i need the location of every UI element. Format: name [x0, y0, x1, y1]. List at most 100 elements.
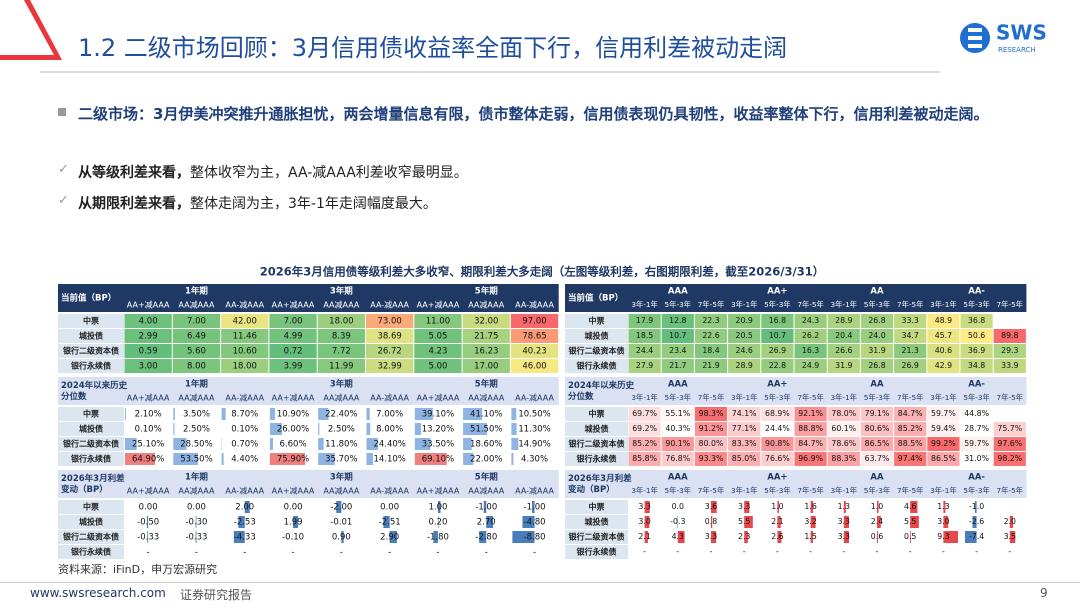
cell-value: - — [909, 547, 912, 556]
cell-bg — [462, 314, 510, 328]
cell-value: - — [809, 547, 812, 556]
cell-value: 42.9 — [935, 361, 952, 370]
cell-bg — [827, 437, 860, 451]
cell-value: 16.23 — [474, 347, 498, 357]
cell-bg — [628, 359, 661, 373]
sub-header: AA减AAA — [178, 393, 215, 403]
section-label: 2024年以来历史 — [568, 380, 635, 391]
cell-value: 4.99 — [284, 332, 303, 342]
cell-value: 8.00% — [376, 425, 403, 435]
group-header: 3年期 — [330, 286, 353, 297]
cell-value: 11.46 — [233, 332, 257, 342]
cell-value: 0.6 — [871, 532, 883, 541]
cell-value: 42.00 — [233, 317, 257, 327]
cell-bg — [927, 422, 960, 436]
row-label-bg — [565, 344, 628, 358]
logo-sub: RESEARCH — [998, 46, 1036, 54]
check-icon: ✓ — [58, 193, 69, 208]
accent-inner — [0, 0, 54, 55]
row-label: 城投债 — [585, 331, 609, 341]
data-bar — [437, 501, 441, 513]
cell-value: 3.0 — [638, 517, 650, 526]
cell-bg — [827, 407, 860, 421]
row-label-bg — [565, 452, 628, 466]
cell-value: 88.8% — [798, 424, 823, 433]
cell-value: 4.00 — [139, 317, 158, 327]
cell-value: 23.4 — [669, 346, 686, 355]
cell-bg — [894, 437, 927, 451]
data-bar — [293, 516, 299, 528]
cell-value: 3.3 — [738, 502, 750, 511]
cell-value: 28.9 — [736, 361, 753, 370]
cell-value: 5.5 — [738, 517, 750, 526]
cell-value: 36.8 — [968, 316, 985, 325]
cell-value: - — [975, 547, 978, 556]
cell-bg — [462, 344, 510, 358]
sub-header: 7年-5年 — [997, 300, 1024, 309]
cell-value: -0.33 — [137, 533, 159, 543]
data-bar — [486, 516, 494, 528]
slide-title: 1.2 二级市场回顾：3月信用债收益率全面下行，信用利差被动走阔 — [78, 34, 788, 62]
cell-value: 83.3% — [732, 439, 757, 448]
row-label-bg — [58, 500, 124, 514]
cell-value: - — [340, 548, 343, 558]
cell-value: 97.4% — [898, 454, 923, 463]
data-bar — [843, 531, 849, 543]
cell-value: 68.9% — [765, 409, 790, 418]
cell-value: 20.4 — [835, 331, 852, 340]
cell-value: 5.00 — [428, 362, 447, 372]
group-header: AA — [870, 473, 884, 483]
cell-bg — [761, 545, 794, 559]
cell-bg — [221, 329, 269, 343]
logo-stripe — [968, 44, 982, 48]
cell-bg — [172, 422, 221, 436]
data-bar — [414, 453, 447, 465]
data-bar — [366, 453, 374, 465]
row-label: 银行永续债 — [70, 454, 111, 464]
cell-value: 26.8 — [868, 316, 885, 325]
cell-value: -2.80 — [475, 533, 497, 543]
data-bar — [269, 423, 282, 435]
data-bar — [389, 531, 397, 543]
cell-value: 14.10% — [373, 455, 405, 465]
cell-value: 53.50% — [180, 455, 212, 465]
data-bar — [414, 423, 421, 435]
data-bar — [777, 531, 782, 543]
cell-bg — [269, 407, 317, 421]
row-label: 城投债 — [79, 331, 103, 341]
group-header: 1年期 — [185, 472, 208, 483]
cell-value: 10.7 — [769, 331, 786, 340]
cell-bg — [927, 329, 960, 343]
data-bar — [744, 516, 753, 528]
row-label: 城投债 — [79, 424, 103, 434]
cell-bg — [414, 515, 462, 529]
sub-header: 3年-1年 — [831, 393, 858, 402]
cell-bg — [794, 407, 827, 421]
cell-bg — [728, 314, 761, 328]
cell-bg — [172, 530, 221, 544]
cell-bg — [124, 545, 172, 559]
row-label: 银行永续债 — [70, 547, 111, 557]
sub-header: AA-减AAA — [370, 486, 409, 496]
cell-value: 93.3% — [699, 454, 724, 463]
cell-bg — [661, 437, 694, 451]
cell-value: 22.6 — [702, 331, 719, 340]
cell-bg — [694, 329, 728, 343]
group-header: 5年期 — [475, 379, 498, 390]
cell-bg — [694, 407, 728, 421]
data-bar — [910, 531, 911, 543]
section-label: 变动（BP） — [568, 484, 615, 495]
cell-value: 36.9 — [968, 346, 985, 355]
cell-bg — [124, 422, 172, 436]
row-label: 银行永续债 — [576, 454, 617, 464]
group-header: 5年期 — [475, 286, 498, 297]
row-label-bg — [58, 359, 124, 373]
cell-bg — [366, 437, 414, 451]
data-bar — [532, 501, 535, 513]
cell-bg — [269, 314, 317, 328]
cell-value: 2.00 — [235, 503, 254, 513]
cell-value: 24.6 — [736, 346, 753, 355]
cell-value: 34.7 — [902, 331, 919, 340]
cell-bg — [827, 545, 860, 559]
cell-value: 24.3 — [802, 316, 819, 325]
